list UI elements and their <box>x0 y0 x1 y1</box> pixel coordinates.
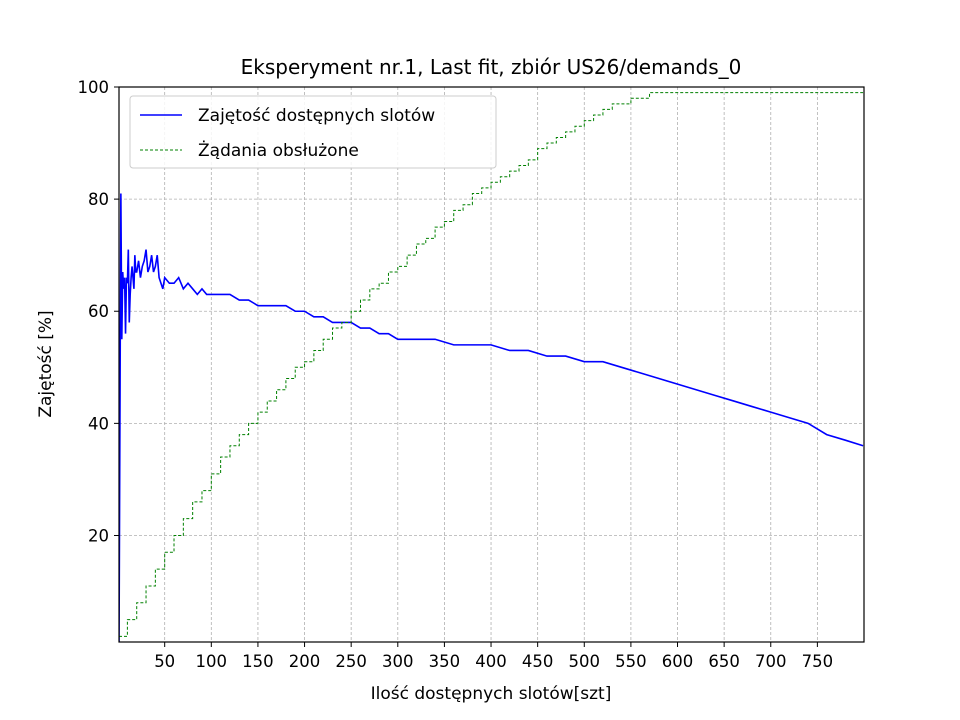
x-tick-label: 550 <box>615 652 647 671</box>
legend: Zajętość dostępnych slotów Żądania obsłu… <box>129 95 497 169</box>
x-tick-label: 500 <box>569 652 601 671</box>
x-tick-label: 450 <box>522 652 554 671</box>
x-tick-label: 750 <box>802 652 834 671</box>
x-tick-label: 50 <box>154 652 175 671</box>
x-tick-label: 200 <box>289 652 321 671</box>
legend-label-occupancy: Zajętość dostępnych slotów <box>198 106 435 126</box>
series-layer <box>119 92 864 642</box>
y-tick-label: 20 <box>88 526 109 545</box>
x-tick-label: 250 <box>335 652 367 671</box>
y-tick-label: 60 <box>88 302 109 321</box>
y-tick-label: 100 <box>78 78 110 97</box>
legend-label-requests: Żądania obsłużone <box>198 140 359 161</box>
x-axis-label: Ilość dostępnych slotów[szt] <box>371 684 612 704</box>
x-tick-label: 300 <box>382 652 414 671</box>
chart-title: Eksperyment nr.1, Last fit, zbiór US26/d… <box>241 55 742 79</box>
x-tick-label: 600 <box>662 652 694 671</box>
x-tick-label: 150 <box>242 652 274 671</box>
y-tick-label: 80 <box>88 190 109 209</box>
x-tick-label: 100 <box>196 652 228 671</box>
x-tick-label: 350 <box>429 652 461 671</box>
series-line-requests <box>119 92 864 637</box>
x-tick-label: 400 <box>475 652 507 671</box>
y-axis-label: Zajętość [%] <box>36 310 56 417</box>
legend-box <box>129 95 497 169</box>
series-line-occupancy <box>119 193 864 642</box>
x-tick-label: 700 <box>755 652 787 671</box>
x-tick-label: 650 <box>708 652 740 671</box>
y-tick-label: 40 <box>88 414 109 433</box>
grid <box>119 86 864 642</box>
ticks: 50 100 150 200 250 300 350 400 450 500 550 600 650 70… <box>78 78 834 671</box>
